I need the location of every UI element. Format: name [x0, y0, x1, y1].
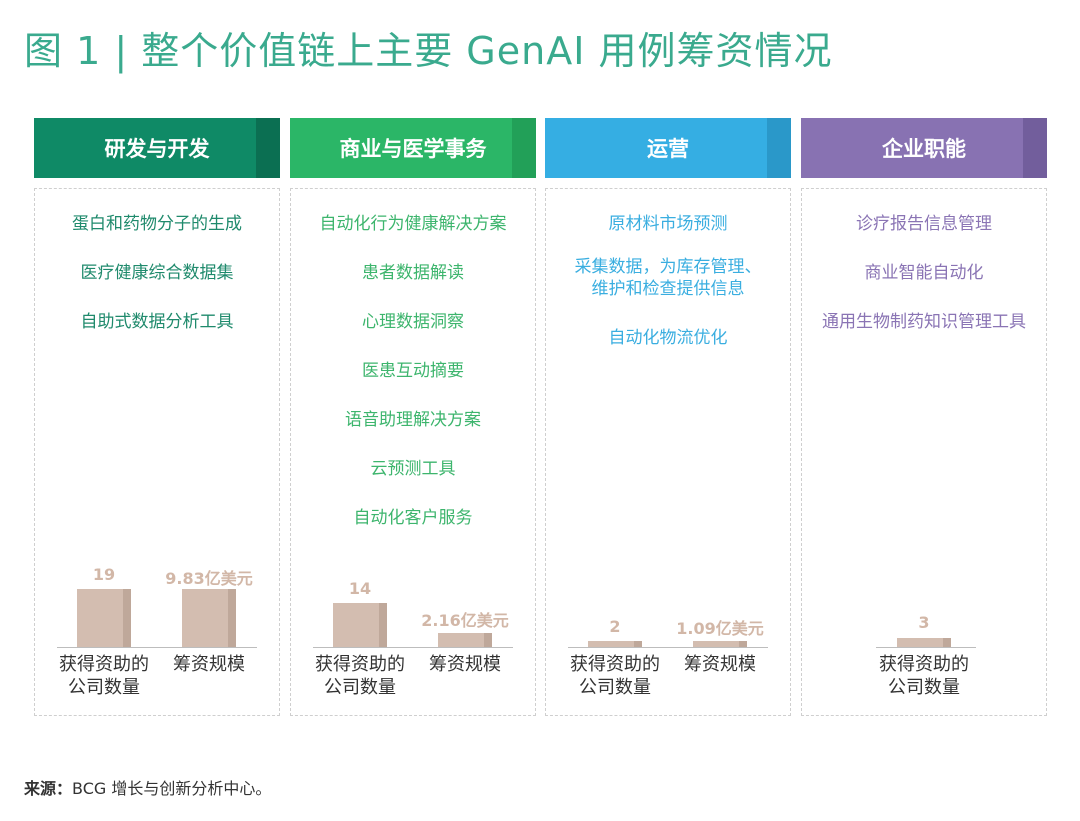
count-bar [897, 638, 951, 647]
source-text: BCG 增长与创新分析中心。 [72, 779, 272, 798]
baseline [568, 647, 768, 648]
header-tab [512, 118, 536, 178]
column-header-label: 运营 [647, 137, 689, 161]
use-case-list: 原材料市场预测 采集数据，为库存管理、 维护和检查提供信息 自动化物流优化 [546, 213, 790, 376]
column-header-label: 商业与医学事务 [339, 137, 487, 161]
baseline [876, 647, 976, 648]
funding-bar [438, 633, 492, 647]
use-case-item: 患者数据解读 [362, 263, 464, 283]
use-case-list: 蛋白和药物分子的生成 医疗健康综合数据集 自助式数据分析工具 [35, 213, 279, 360]
header-tab [767, 118, 791, 178]
use-case-item: 心理数据洞察 [362, 312, 464, 332]
source-note: 来源：BCG 增长与创新分析中心。 [24, 775, 271, 799]
count-bar [77, 589, 131, 647]
column-header: 商业与医学事务 [290, 118, 536, 178]
metrics-chart: 19 9.83亿美元 获得资助的 公司数量 筹资规模 [35, 189, 279, 715]
use-case-item: 自动化行为健康解决方案 [319, 214, 507, 234]
use-case-item: 诊疗报告信息管理 [856, 214, 992, 234]
use-case-item: 通用生物制药知识管理工具 [822, 312, 1026, 332]
use-case-item: 原材料市场预测 [608, 214, 728, 234]
count-label: 获得资助的 公司数量 [315, 654, 405, 698]
use-case-item: 医疗健康综合数据集 [80, 263, 234, 283]
column-business-medical: 商业与医学事务 自动化行为健康解决方案 患者数据解读 心理数据洞察 医患互动摘要… [290, 118, 536, 716]
column-rd: 研发与开发 蛋白和药物分子的生成 医疗健康综合数据集 自助式数据分析工具 19 … [34, 118, 280, 716]
use-case-item: 云预测工具 [370, 459, 456, 479]
funding-label: 筹资规模 [684, 654, 756, 675]
use-case-item: 医患互动摘要 [362, 361, 464, 381]
column-panel: 蛋白和药物分子的生成 医疗健康综合数据集 自助式数据分析工具 19 9.83亿美… [34, 188, 280, 716]
baseline [313, 647, 513, 648]
funding-bar [693, 641, 747, 647]
use-case-item: 自助式数据分析工具 [80, 312, 234, 332]
count-bar [333, 603, 387, 647]
column-header-label: 研发与开发 [104, 137, 210, 161]
column-corporate: 企业职能 诊疗报告信息管理 商业智能自动化 通用生物制药知识管理工具 3 获得资… [801, 118, 1047, 716]
funding-label: 筹资规模 [173, 654, 245, 675]
column-header: 研发与开发 [34, 118, 280, 178]
funding-bar [182, 589, 236, 647]
funding-value: 9.83亿美元 [165, 569, 253, 588]
baseline [57, 647, 257, 648]
use-case-item: 自动化物流优化 [608, 328, 728, 348]
source-label: 来源： [24, 779, 73, 798]
header-tab [256, 118, 280, 178]
funding-label: 筹资规模 [429, 654, 501, 675]
column-panel: 原材料市场预测 采集数据，为库存管理、 维护和检查提供信息 自动化物流优化 2 … [545, 188, 791, 716]
column-header: 企业职能 [801, 118, 1047, 178]
use-case-item: 采集数据，为库存管理、 维护和检查提供信息 [574, 257, 762, 299]
use-case-item: 语音助理解决方案 [345, 410, 481, 430]
column-header-label: 企业职能 [882, 137, 966, 161]
metrics-chart: 3 获得资助的 公司数量 [802, 189, 1046, 715]
metrics-chart: 2 1.09亿美元 获得资助的 公司数量 筹资规模 [546, 189, 790, 715]
figure-title: 图 1 | 整个价值链上主要 GenAI 用例筹资情况 [24, 29, 833, 73]
count-value: 14 [348, 579, 372, 598]
count-label: 获得资助的 公司数量 [879, 654, 969, 698]
use-case-item: 蛋白和药物分子的生成 [72, 214, 242, 234]
column-header: 运营 [545, 118, 791, 178]
use-case-list: 自动化行为健康解决方案 患者数据解读 心理数据洞察 医患互动摘要 语音助理解决方… [291, 213, 535, 556]
metrics-chart: 14 2.16亿美元 获得资助的 公司数量 筹资规模 [291, 189, 535, 715]
column-panel: 诊疗报告信息管理 商业智能自动化 通用生物制药知识管理工具 3 获得资助的 公司… [801, 188, 1047, 716]
count-value: 3 [918, 613, 930, 632]
count-bar [588, 641, 642, 647]
funding-value: 1.09亿美元 [676, 619, 764, 638]
column-panel: 自动化行为健康解决方案 患者数据解读 心理数据洞察 医患互动摘要 语音助理解决方… [290, 188, 536, 716]
count-label: 获得资助的 公司数量 [59, 654, 149, 698]
count-value: 19 [92, 565, 116, 584]
use-case-item: 商业智能自动化 [864, 263, 984, 283]
count-label: 获得资助的 公司数量 [570, 654, 660, 698]
count-value: 2 [609, 617, 621, 636]
use-case-list: 诊疗报告信息管理 商业智能自动化 通用生物制药知识管理工具 [802, 213, 1046, 360]
use-case-item: 自动化客户服务 [353, 508, 473, 528]
column-operations: 运营 原材料市场预测 采集数据，为库存管理、 维护和检查提供信息 自动化物流优化… [545, 118, 791, 716]
funding-value: 2.16亿美元 [421, 611, 509, 630]
header-tab [1023, 118, 1047, 178]
